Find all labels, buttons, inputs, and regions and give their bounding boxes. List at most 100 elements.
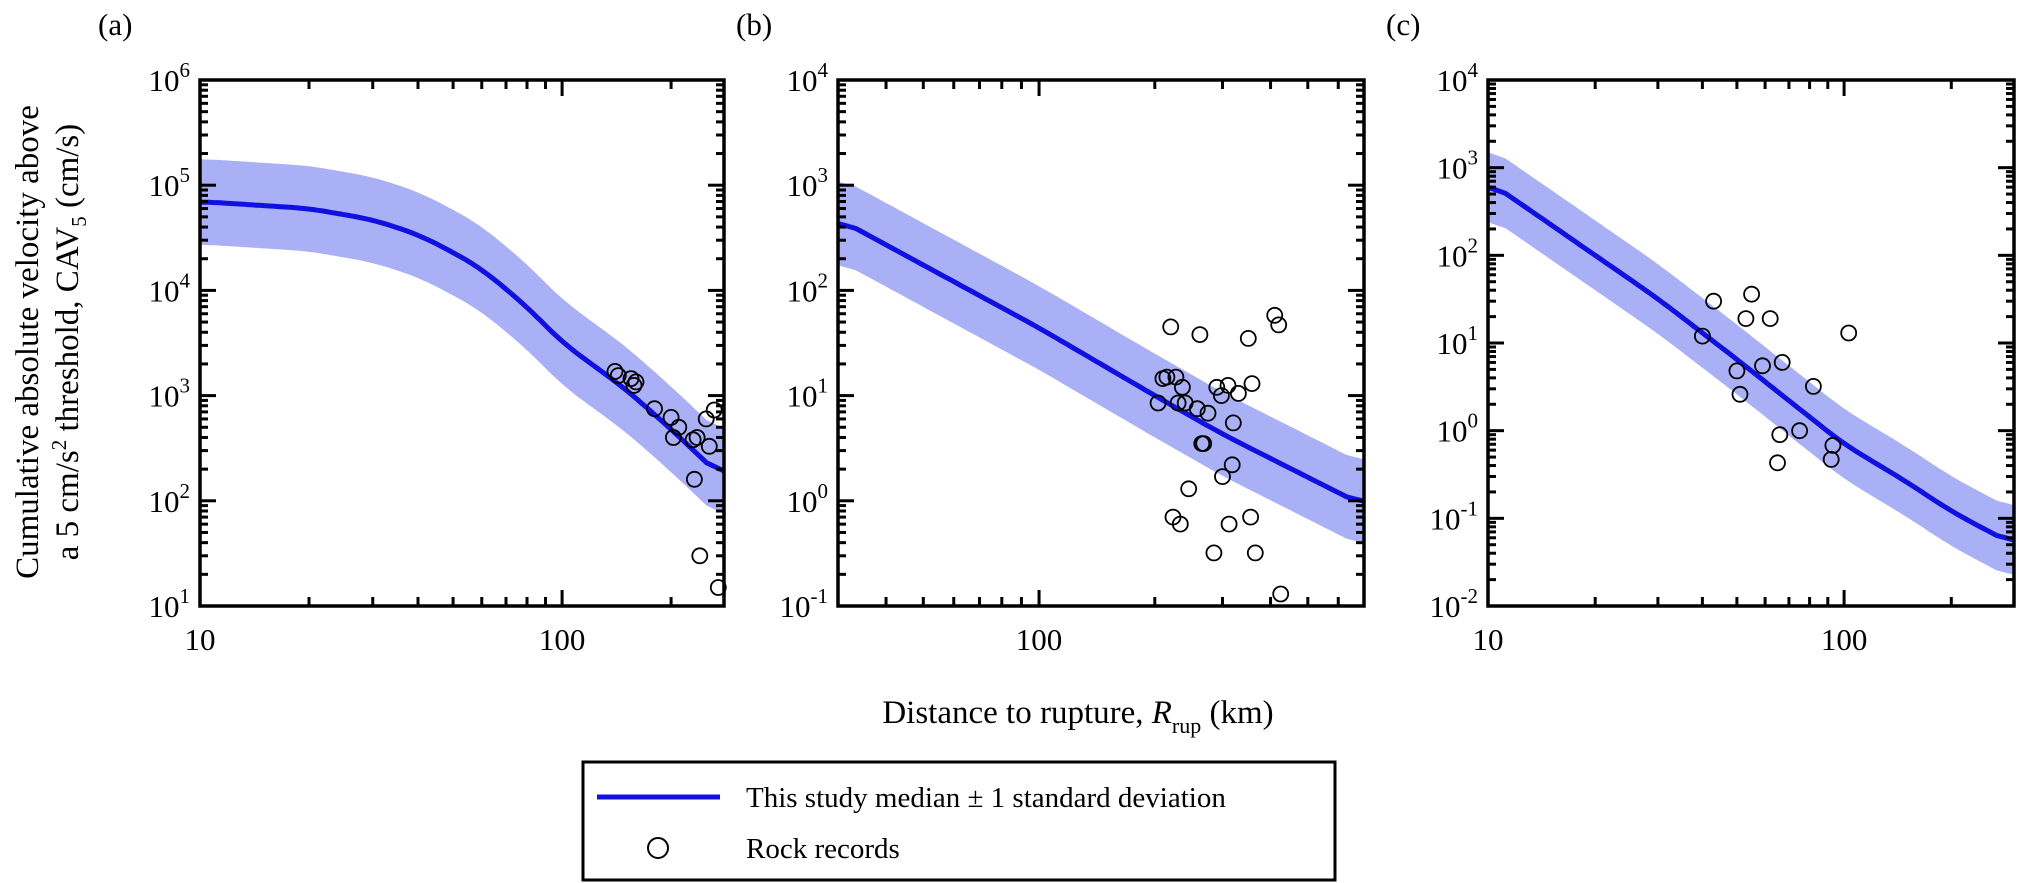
y-tick-label: 101 <box>149 584 191 624</box>
y-tick-label-base: 10 <box>787 168 818 203</box>
rock-record-point <box>1180 480 1198 498</box>
y-tick-label-base: 10 <box>149 379 180 414</box>
y-tick-label-exp: 1 <box>1468 321 1479 345</box>
y-tick-label-base: 10 <box>149 273 180 308</box>
rock-record-point <box>1169 394 1187 412</box>
rock-record-point <box>625 376 643 394</box>
y-tick-label-exp: 6 <box>180 58 191 82</box>
plot-frame <box>198 78 726 608</box>
panel-label: (b) <box>736 7 772 42</box>
x-axis-title-sub: rup <box>1172 713 1201 738</box>
x-tick-label: 10 <box>1473 622 1504 657</box>
rock-record-point <box>700 437 718 455</box>
rock-record-point <box>688 429 706 446</box>
std-dev-band <box>200 159 724 514</box>
y-tick-label-exp: 0 <box>818 479 829 503</box>
rock-record-point <box>670 418 688 436</box>
rock-record-point <box>1728 362 1746 380</box>
legend-box <box>581 760 1337 882</box>
y-tick-label-exp: 2 <box>180 479 191 503</box>
rock-record-point <box>1149 394 1167 412</box>
rock-record-point <box>1230 384 1247 402</box>
y-tick-label: 103 <box>787 163 829 203</box>
y-tick-label-base: 10 <box>1437 326 1468 361</box>
y-axis-title-line2-sup: 2 <box>47 440 71 451</box>
x-tick-label: 100 <box>1016 622 1063 657</box>
y-tick-label-base: 10 <box>1430 589 1461 624</box>
rock-record-point <box>1754 357 1771 375</box>
rock-record-point <box>1773 353 1791 371</box>
y-tick-label-base: 10 <box>1437 414 1468 449</box>
rock-record-point <box>1220 515 1238 533</box>
rock-record-point <box>606 362 624 380</box>
y-tick-label: 10-1 <box>780 584 829 624</box>
y-tick-label: 10-1 <box>1430 496 1479 536</box>
legend-line-label: This study median ± 1 standard deviation <box>746 782 1226 814</box>
y-tick-label-base: 10 <box>780 589 811 624</box>
rock-record-point <box>1270 316 1288 334</box>
x-tick-label: 100 <box>539 622 586 657</box>
rock-record-point <box>691 547 709 565</box>
rock-record-point <box>1171 515 1189 533</box>
y-axis-title-2: a 5 cm/s2 threshold, CAV5 (cm/s) <box>47 124 91 561</box>
legend-marker-sample <box>647 837 669 859</box>
x-tick-label: 100 <box>1821 622 1868 657</box>
x-axis-title-var: R <box>1151 695 1172 731</box>
rock-record-point <box>1208 378 1226 396</box>
rock-record-point <box>665 429 682 446</box>
y-tick-label: 105 <box>149 163 191 203</box>
y-tick-label-exp: 1 <box>818 374 829 398</box>
rock-record-point <box>709 579 727 596</box>
rock-record-point <box>1246 544 1264 562</box>
y-tick-label-base: 10 <box>1430 501 1461 536</box>
rock-record-point <box>686 470 703 488</box>
y-tick-label-exp: -2 <box>1461 584 1479 608</box>
y-tick-label-base: 10 <box>787 63 818 98</box>
rock-record-point <box>1805 377 1822 395</box>
y-axis-title: Cumulative absolute velocity above <box>10 105 46 579</box>
y-tick-label: 102 <box>787 268 829 308</box>
rock-record-point <box>1840 324 1858 342</box>
y-tick-label-exp: -1 <box>811 584 829 608</box>
y-tick-label-base: 10 <box>1437 63 1468 98</box>
panels: 10 100101102103104105106(a)10010-11001011… <box>98 7 2016 657</box>
y-tick-label-exp: 2 <box>1468 233 1479 257</box>
panel-label: (c) <box>1386 7 1420 42</box>
x-axis-title-post: (km) <box>1201 695 1273 731</box>
y-axis-title-line2-mid: threshold, CAV <box>50 227 86 440</box>
x-tick-label: 10 <box>185 622 216 657</box>
plot-frame <box>836 78 1366 608</box>
y-tick-label: 101 <box>787 374 829 414</box>
rock-record-point <box>1824 436 1842 454</box>
median-line <box>838 221 1364 504</box>
rock-record-point <box>1195 435 1213 453</box>
median-line <box>200 199 724 474</box>
y-tick-label-base: 10 <box>787 484 818 519</box>
y-axis-title-line2-sub: 5 <box>67 216 91 227</box>
y-tick-label-exp: 3 <box>818 163 829 187</box>
x-axis-title: Distance to rupture, Rrup (km) <box>882 695 1273 738</box>
y-tick-label-base: 10 <box>1437 151 1468 186</box>
y-tick-label: 102 <box>1437 233 1479 273</box>
rock-record-point <box>1761 310 1779 328</box>
rock-record-point <box>1242 508 1259 526</box>
y-tick-label-exp: -1 <box>1461 496 1479 520</box>
rock-record-point <box>1737 310 1755 328</box>
rock-record-point <box>1239 329 1257 347</box>
y-tick-label-base: 10 <box>149 589 180 624</box>
y-tick-label: 104 <box>1437 58 1479 98</box>
y-tick-label-exp: 4 <box>180 268 191 292</box>
y-tick-label: 101 <box>1437 321 1479 361</box>
rock-record-point <box>1791 422 1808 440</box>
y-tick-label: 10-2 <box>1430 584 1479 624</box>
y-tick-label: 103 <box>149 374 191 414</box>
rock-record-point <box>1223 456 1241 474</box>
rock-record-point <box>1219 376 1237 394</box>
y-tick-label-base: 10 <box>149 168 180 203</box>
rock-record-point <box>1158 368 1176 386</box>
rock-record-point <box>609 367 627 385</box>
rock-record-point <box>1174 378 1191 396</box>
y-tick-label-base: 10 <box>149 484 180 519</box>
